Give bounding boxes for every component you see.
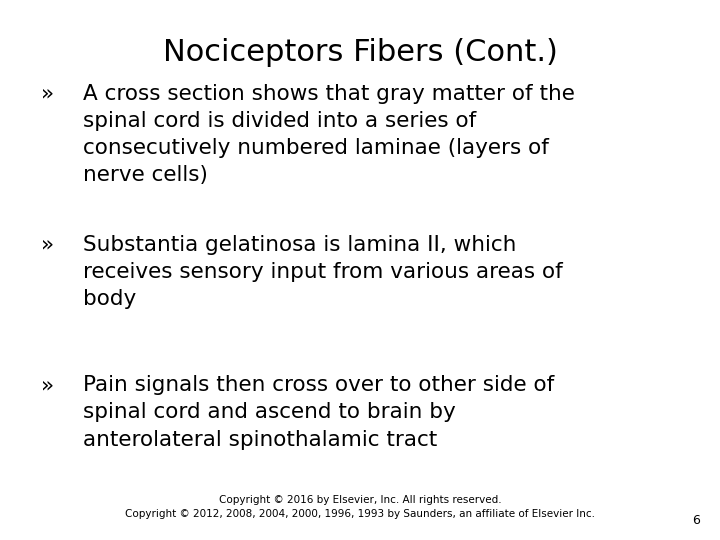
- Text: »: »: [41, 235, 54, 255]
- Text: Pain signals then cross over to other side of
spinal cord and ascend to brain by: Pain signals then cross over to other si…: [83, 375, 554, 450]
- Text: Copyright © 2016 by Elsevier, Inc. All rights reserved.
Copyright © 2012, 2008, : Copyright © 2016 by Elsevier, Inc. All r…: [125, 496, 595, 519]
- Text: Nociceptors Fibers (Cont.): Nociceptors Fibers (Cont.): [163, 38, 557, 67]
- Text: »: »: [41, 375, 54, 395]
- Text: »: »: [41, 84, 54, 104]
- Text: 6: 6: [692, 514, 700, 526]
- Text: Substantia gelatinosa is lamina II, which
receives sensory input from various ar: Substantia gelatinosa is lamina II, whic…: [83, 235, 562, 309]
- Text: A cross section shows that gray matter of the
spinal cord is divided into a seri: A cross section shows that gray matter o…: [83, 84, 575, 185]
